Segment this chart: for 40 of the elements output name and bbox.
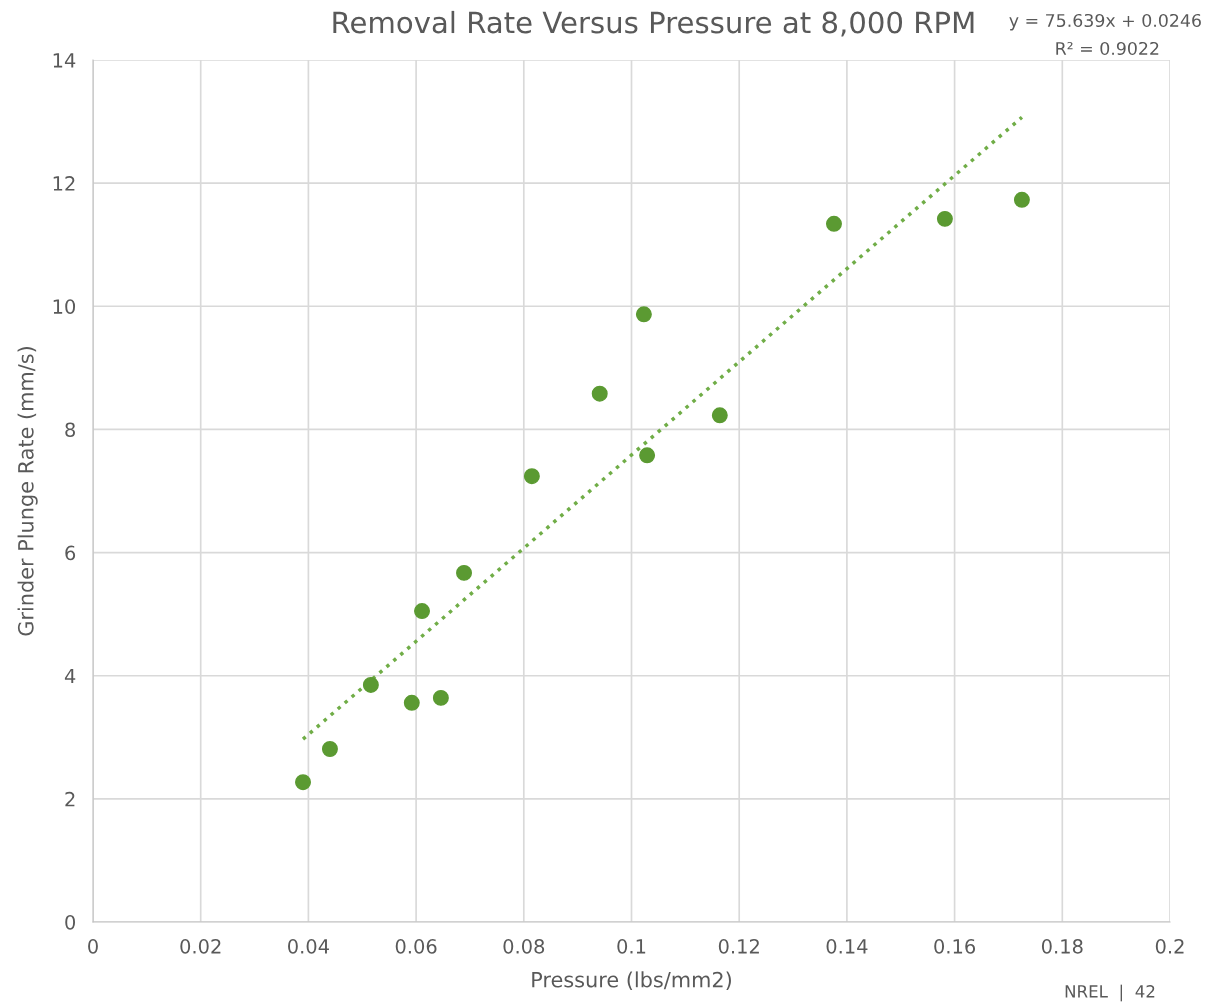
x-tick-label: 0.02 bbox=[180, 939, 221, 954]
point bbox=[295, 774, 311, 791]
point bbox=[414, 603, 431, 620]
x-tick-label: 0.18 bbox=[1041, 939, 1083, 954]
x-tick-label: 0.12 bbox=[718, 939, 759, 954]
y-tick-label: 6 bbox=[65, 545, 76, 561]
chart-title: Removal Rate Versus Pressure at 8,000 RPM bbox=[333, 10, 974, 37]
x-axis-title: Pressure (lbs/mm2) bbox=[532, 971, 731, 990]
x-tick-label: 0.06 bbox=[395, 939, 437, 954]
x-tick-label: 0.16 bbox=[934, 939, 976, 954]
y-axis-title: Grinder Plunge Rate (mm/s) bbox=[17, 347, 38, 636]
y-tick-label: 8 bbox=[65, 422, 75, 438]
point bbox=[711, 407, 728, 424]
text: y = 75.639x + 0.0246 bbox=[1009, 13, 1201, 31]
x-tick-label: 0.14 bbox=[826, 939, 868, 954]
point bbox=[432, 689, 449, 706]
point bbox=[1013, 191, 1030, 208]
text: NREL | 42 bbox=[1065, 984, 1155, 1002]
x-tick-label: 0.1 bbox=[617, 939, 646, 954]
point bbox=[936, 210, 953, 227]
point bbox=[639, 447, 656, 464]
point bbox=[321, 741, 338, 757]
y-tick-label: 12 bbox=[53, 176, 75, 191]
y-tick-label: 0 bbox=[65, 914, 76, 930]
point bbox=[456, 564, 473, 581]
x-tick-label: 0.2 bbox=[1155, 939, 1184, 954]
point bbox=[523, 468, 540, 485]
y-tick-label: 14 bbox=[53, 53, 76, 68]
point bbox=[362, 676, 379, 693]
x-tick-label: 0.04 bbox=[288, 939, 329, 954]
y-tick-label: 2 bbox=[65, 791, 75, 807]
point bbox=[635, 306, 652, 323]
y-tick-label: 4 bbox=[64, 668, 76, 684]
point bbox=[825, 215, 842, 232]
x-tick-label: 0 bbox=[88, 939, 98, 954]
text: R² = 0.9022 bbox=[1056, 41, 1159, 56]
y-tick-label: 10 bbox=[53, 299, 76, 314]
point bbox=[403, 694, 420, 711]
point bbox=[591, 385, 608, 402]
x-tick-label: 0.08 bbox=[503, 939, 545, 954]
